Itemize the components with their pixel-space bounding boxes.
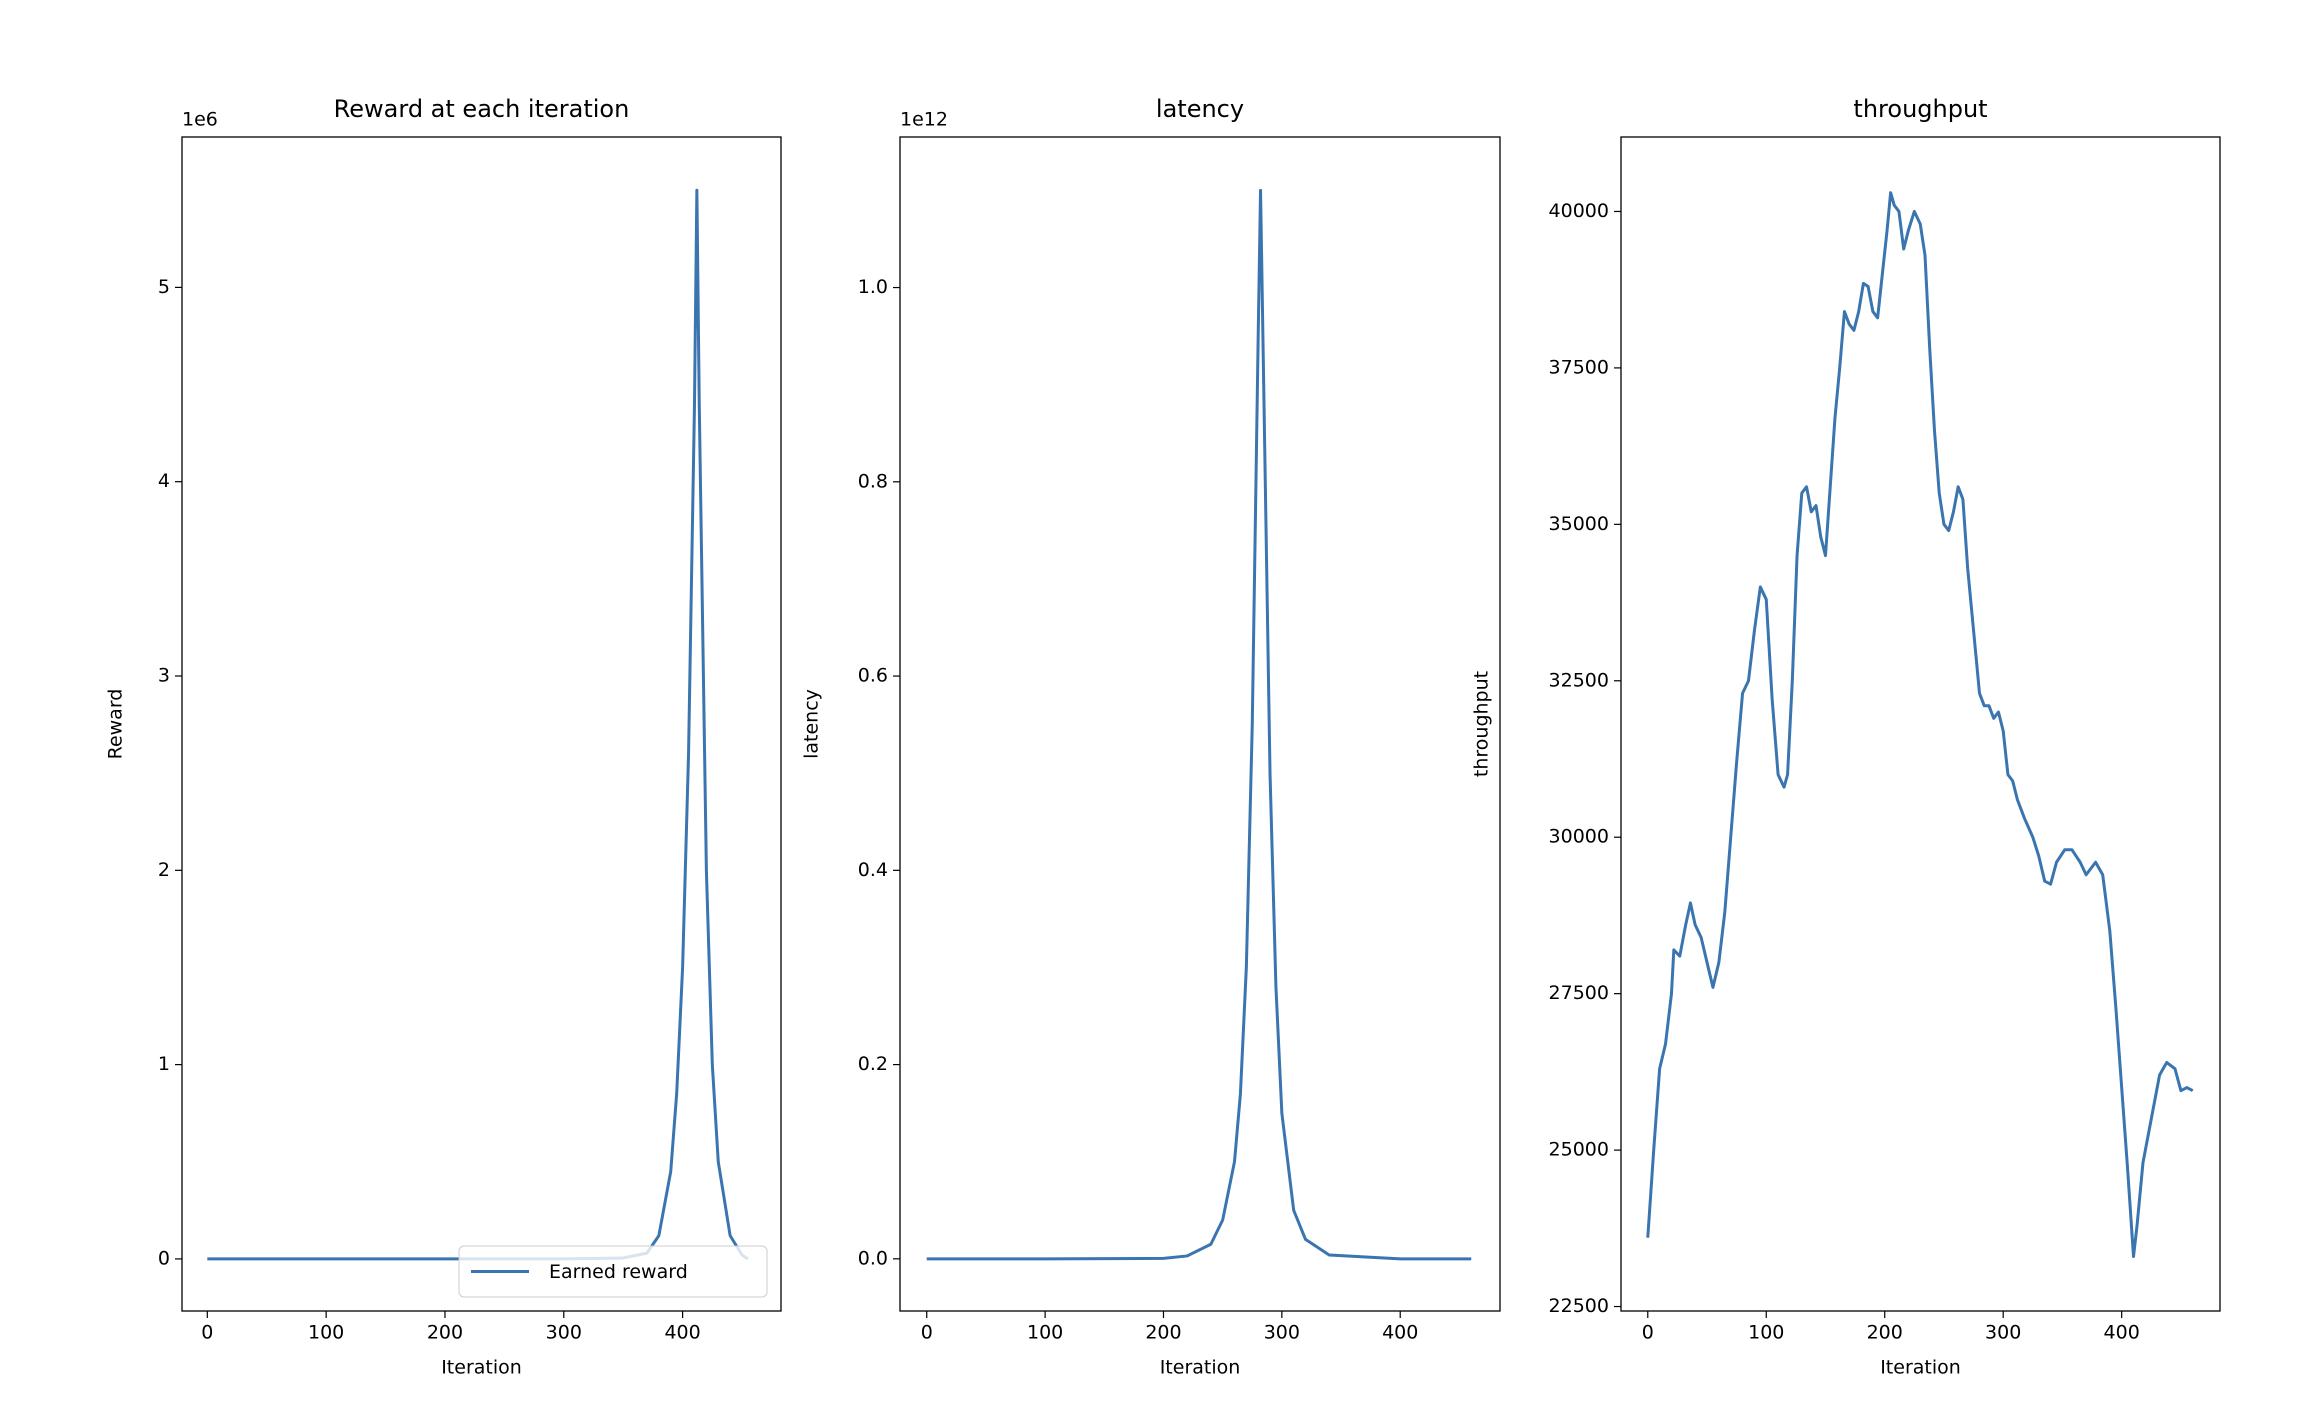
- legend-box: [458, 1245, 768, 1298]
- x-tick-label: 300: [1264, 1322, 1300, 1344]
- x-tick-label: 100: [1748, 1322, 1784, 1344]
- y-tick-label: 0: [158, 1247, 170, 1269]
- x-tick-label: 200: [1145, 1322, 1181, 1344]
- data-line: [207, 188, 749, 1261]
- y-tick-label: 22500: [1549, 1295, 1609, 1317]
- y-tick-label: 5: [158, 276, 170, 298]
- data-line: [1646, 191, 2194, 1258]
- y-tick-label: 0.8: [858, 470, 888, 492]
- x-axis-label: Iteration: [1880, 1357, 1961, 1379]
- x-tick-label: 300: [546, 1322, 582, 1344]
- y-tick-label: 32500: [1549, 669, 1609, 691]
- y-tick-label: 35000: [1549, 513, 1609, 535]
- y-tick-label: 4: [158, 470, 170, 492]
- y-axis-label: latency: [801, 689, 823, 759]
- x-tick-label: 400: [664, 1322, 700, 1344]
- subplot: Reward at each iteration 0 100 200 300 400 0 1 2…: [105, 95, 782, 1379]
- legend-label: Earned reward: [549, 1261, 688, 1283]
- axes-frame: [899, 136, 1501, 1312]
- axes-frame: [1620, 136, 2221, 1312]
- y-axis-label: Reward: [105, 689, 127, 760]
- y-tick-label: 1.0: [858, 276, 888, 298]
- subplot: throughput 0 100 200 300 400 22500 25000 27500 30…: [1471, 95, 2221, 1379]
- y-tick-label: 1: [158, 1053, 170, 1075]
- subplot-title: Reward at each iteration: [334, 95, 630, 123]
- x-tick-label: 200: [1867, 1322, 1903, 1344]
- x-tick-label: 0: [1642, 1322, 1654, 1344]
- y-tick-label: 2: [158, 859, 170, 881]
- x-tick-label: 0: [201, 1322, 213, 1344]
- y-axis-label: throughput: [1471, 671, 1493, 777]
- y-offset-label: 1e6: [182, 109, 218, 131]
- x-tick-label: 400: [2104, 1322, 2140, 1344]
- y-tick-label: 25000: [1549, 1139, 1609, 1161]
- y-tick-label: 27500: [1549, 982, 1609, 1004]
- x-tick-label: 100: [1027, 1322, 1063, 1344]
- x-tick-label: 200: [427, 1322, 463, 1344]
- x-axis-label: Iteration: [1160, 1357, 1241, 1379]
- y-tick-label: 0.0: [858, 1247, 888, 1269]
- x-tick-label: 300: [1985, 1322, 2021, 1344]
- subplot: latency 0 100 200 300 400 0.0 0.2 0.4 0.6 0.8 1.0 It…: [801, 95, 1501, 1379]
- x-tick-label: 400: [1382, 1322, 1418, 1344]
- y-tick-label: 0.6: [858, 665, 888, 687]
- y-offset-label: 1e12: [900, 109, 948, 131]
- axes-frame: [181, 136, 782, 1312]
- legend: Earned reward: [458, 1245, 768, 1298]
- y-tick-label: 0.4: [858, 859, 888, 881]
- y-tick-label: 0.2: [858, 1053, 888, 1075]
- y-tick-label: 3: [158, 665, 170, 687]
- y-tick-label: 40000: [1549, 200, 1609, 222]
- x-tick-label: 0: [921, 1322, 933, 1344]
- x-tick-label: 100: [308, 1322, 344, 1344]
- y-tick-label: 37500: [1549, 356, 1609, 378]
- subplot-title: throughput: [1853, 95, 1987, 123]
- y-tick-label: 30000: [1549, 826, 1609, 848]
- x-axis-label: Iteration: [441, 1357, 522, 1379]
- subplot-title: latency: [1156, 95, 1244, 123]
- data-line: [926, 188, 1472, 1261]
